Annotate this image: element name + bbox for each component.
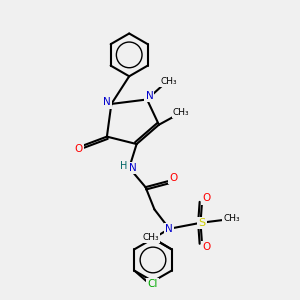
Text: CH₃: CH₃	[224, 214, 240, 223]
Text: O: O	[74, 144, 83, 154]
Text: H: H	[120, 161, 128, 171]
Text: O: O	[169, 172, 177, 183]
Text: O: O	[202, 194, 211, 203]
Text: O: O	[202, 242, 211, 252]
Text: S: S	[199, 218, 206, 228]
Text: Cl: Cl	[147, 279, 158, 289]
Text: CH₃: CH₃	[160, 76, 177, 85]
Text: N: N	[129, 163, 136, 173]
Text: CH₃: CH₃	[142, 233, 159, 242]
Text: CH₃: CH₃	[173, 108, 190, 117]
Text: N: N	[146, 91, 153, 101]
Text: N: N	[165, 224, 173, 234]
Text: N: N	[103, 98, 111, 107]
